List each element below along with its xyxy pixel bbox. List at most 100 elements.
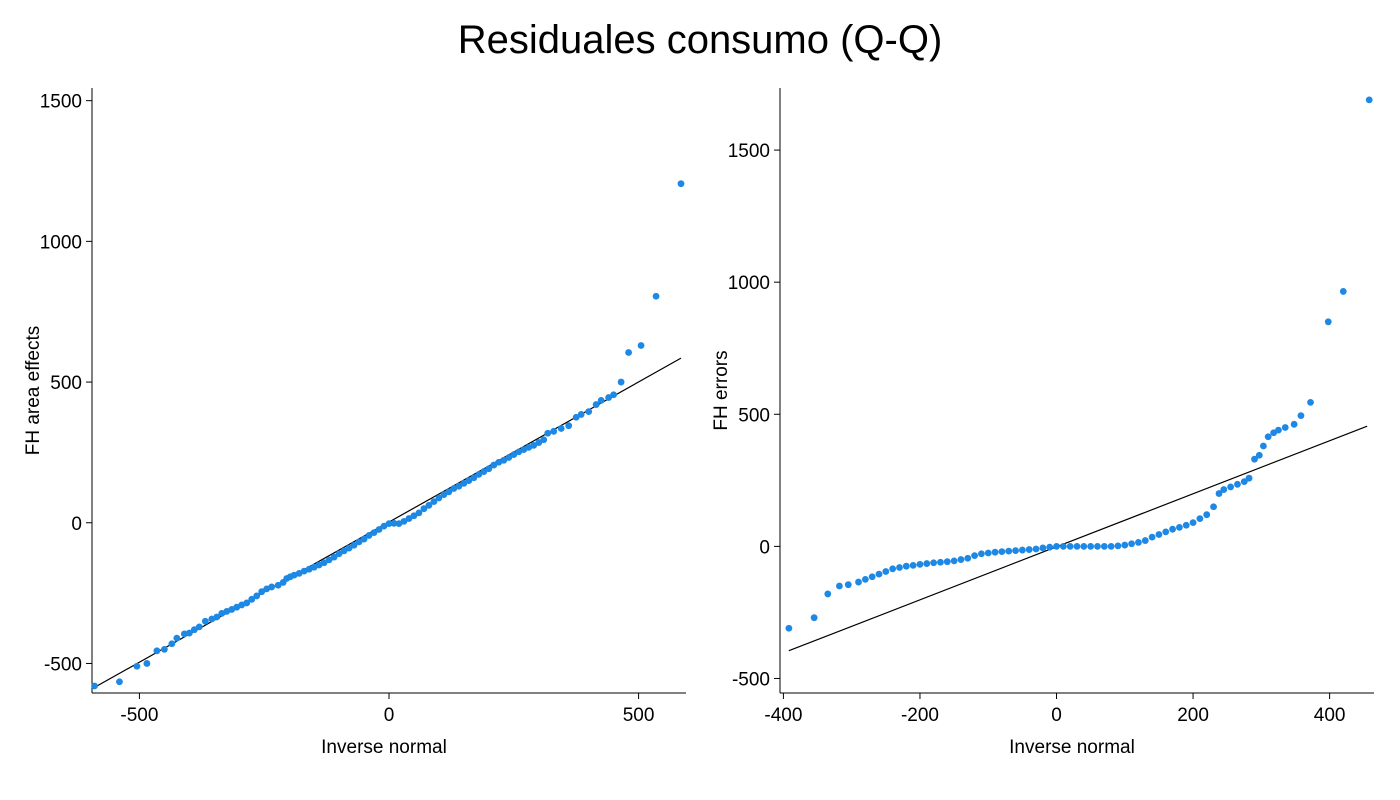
data-point: [440, 491, 448, 499]
data-point: [572, 413, 580, 421]
data-point: [160, 645, 168, 653]
data-point: [1135, 539, 1142, 546]
data-point: [420, 505, 428, 513]
data-point: [1176, 523, 1183, 531]
data-point: [1018, 546, 1026, 554]
data-point: [1182, 521, 1190, 529]
data-point: [1365, 96, 1373, 104]
y-tick-label: 1500: [728, 141, 770, 162]
data-point: [355, 538, 363, 546]
x-tick-label: -500: [120, 705, 158, 726]
data-point: [1189, 519, 1197, 526]
qq-panel-2: -500 0 500 1000 1500 -400 -200 0 200 400 Inverse n…: [711, 88, 1374, 758]
data-point: [258, 588, 266, 596]
data-point: [1324, 318, 1332, 326]
data-point: [1141, 537, 1149, 544]
data-point: [1290, 420, 1298, 428]
data-point: [1059, 542, 1067, 550]
y-tick-label: 1500: [40, 92, 82, 113]
data-point: [505, 454, 513, 461]
data-point: [173, 634, 181, 642]
data-point: [500, 456, 508, 464]
data-point: [385, 520, 393, 527]
data-point: [330, 553, 338, 561]
data-point: [964, 554, 972, 562]
data-point: [1297, 412, 1305, 419]
data-point: [195, 623, 203, 631]
data-point: [625, 349, 632, 356]
data-point: [1032, 545, 1040, 553]
data-point: [340, 547, 348, 555]
data-point: [1012, 547, 1019, 555]
data-point: [565, 422, 573, 430]
data-point: [530, 441, 538, 449]
data-point: [844, 581, 852, 589]
data-point: [971, 552, 978, 560]
y-axis-label: FH errors: [711, 350, 732, 430]
data-point: [133, 662, 141, 670]
data-point: [1005, 547, 1013, 555]
data-point: [1234, 480, 1241, 488]
data-point: [1046, 543, 1054, 551]
data-point: [1148, 533, 1156, 541]
data-point: [350, 541, 358, 549]
data-point: [785, 624, 793, 632]
qq-panel-1: -500 0 500 1000 1500 -500 0 500 Inverse normal FH…: [23, 88, 686, 758]
data-point: [1264, 433, 1272, 441]
data-point: [637, 342, 645, 349]
data-point: [1259, 442, 1267, 450]
y-tick-label: 500: [738, 405, 770, 426]
data-point: [345, 544, 353, 552]
data-point: [916, 560, 924, 568]
y-tick-label: -500: [732, 669, 770, 690]
data-point: [978, 550, 985, 558]
data-point: [445, 488, 453, 496]
data-point: [550, 427, 558, 435]
data-point: [930, 559, 938, 567]
data-point: [1066, 542, 1074, 550]
data-point: [882, 568, 890, 575]
data-point: [1203, 511, 1211, 519]
data-point: [490, 461, 498, 469]
data-point: [1025, 546, 1033, 553]
reference-line: [788, 425, 1368, 652]
data-point: [1039, 544, 1047, 552]
data-point: [248, 595, 256, 603]
data-point: [937, 558, 944, 566]
data-point: [91, 682, 98, 690]
data-point: [957, 556, 965, 563]
data-point: [909, 561, 917, 569]
data-point: [875, 570, 883, 578]
x-tick-label: -200: [901, 705, 939, 726]
data-point: [1275, 426, 1282, 434]
data-point: [605, 394, 613, 401]
data-point: [460, 479, 468, 487]
data-point: [325, 556, 333, 564]
data-point: [320, 559, 328, 567]
data-point: [1251, 455, 1258, 463]
data-point: [652, 292, 660, 300]
data-point: [143, 660, 151, 667]
y-axis-label: FH area effects: [23, 326, 44, 456]
data-point: [1080, 542, 1088, 550]
data-point: [889, 565, 897, 573]
x-tick-label: 0: [1051, 705, 1062, 726]
data-point: [577, 411, 585, 418]
data-point: [610, 391, 618, 399]
y-tick-label: 0: [759, 537, 770, 558]
data-point: [540, 436, 548, 444]
data-point: [617, 378, 625, 386]
data-point: [213, 613, 221, 621]
y-tick-label: -500: [44, 654, 82, 675]
data-point: [1155, 531, 1163, 538]
data-point: [390, 519, 398, 527]
data-point: [1107, 542, 1115, 550]
x-axis-label: Inverse normal: [1009, 737, 1135, 758]
x-axis-label: Inverse normal: [321, 737, 447, 758]
data-point: [475, 470, 483, 478]
data-point: [1121, 541, 1129, 549]
data-point: [544, 429, 552, 437]
data-point: [1114, 542, 1122, 550]
data-point: [1339, 288, 1347, 295]
